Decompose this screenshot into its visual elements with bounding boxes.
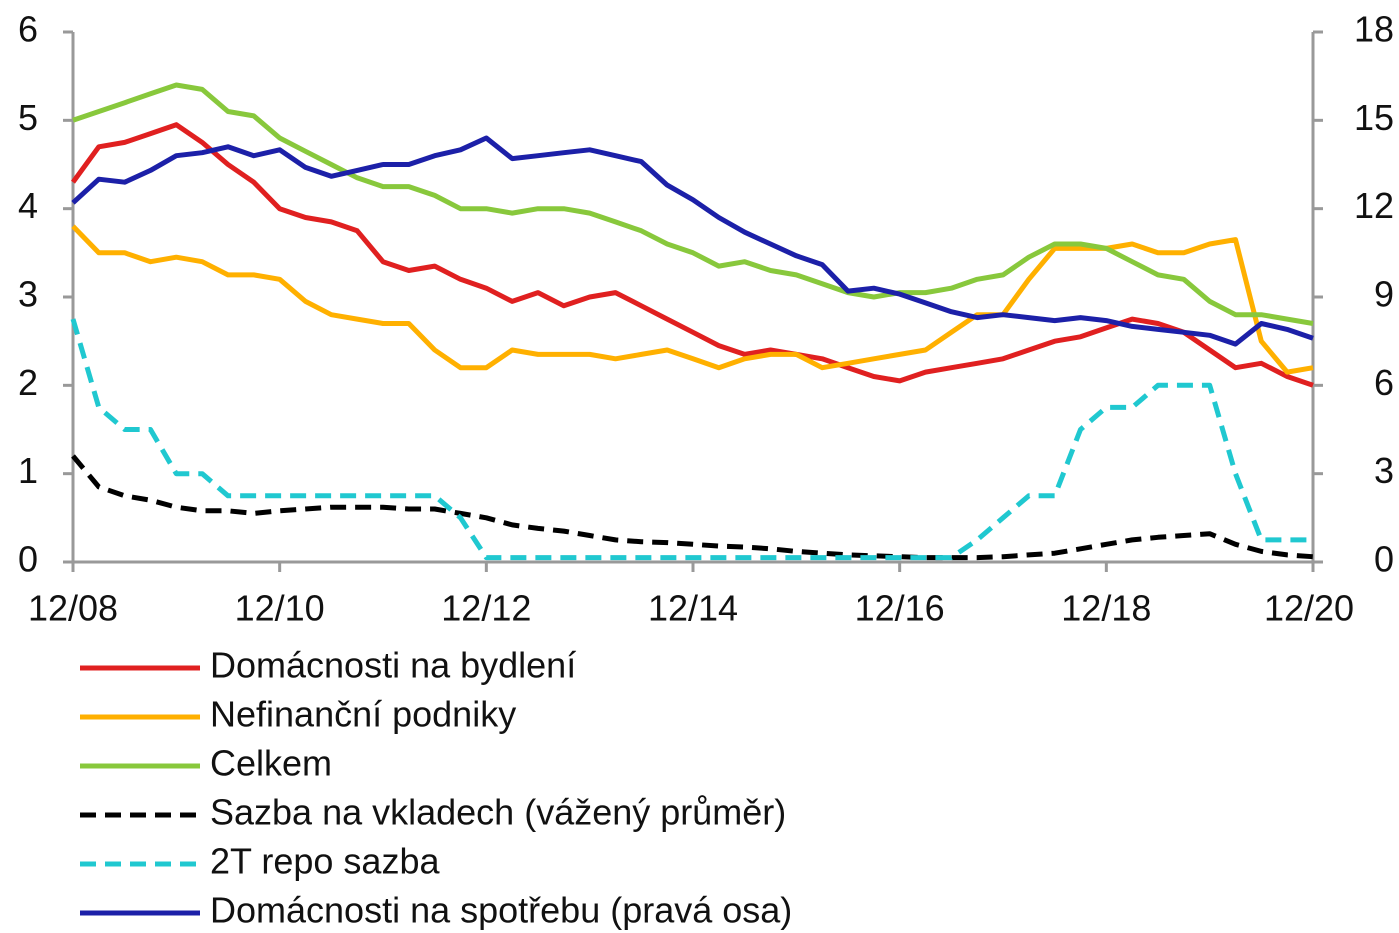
legend-label: 2T repo sazba	[210, 841, 440, 882]
y-tick-label: 6	[18, 9, 38, 50]
line-series	[71, 454, 1314, 561]
legend-label: Nefinanční podniky	[210, 694, 516, 735]
y2-tick-label: 9	[1374, 274, 1394, 315]
line-series	[72, 82, 1314, 326]
y2-tick-label: 15	[1354, 97, 1394, 138]
y-tick-label: 3	[18, 274, 38, 315]
x-tick-label: 12/10	[235, 588, 325, 629]
legend-label: Domácnosti na bydlení	[210, 645, 576, 686]
line-series	[71, 224, 1314, 375]
line-series	[70, 318, 1313, 561]
legend-label: Celkem	[210, 743, 332, 784]
y-tick-label: 4	[18, 185, 38, 226]
y-tick-label: 0	[18, 539, 38, 580]
y2-tick-label: 18	[1354, 9, 1394, 50]
x-tick-label: 12/12	[441, 588, 531, 629]
y2-tick-label: 12	[1354, 185, 1394, 226]
y-tick-label: 2	[18, 362, 38, 403]
x-tick-label: 12/14	[648, 588, 738, 629]
x-tick-label: 12/16	[855, 588, 945, 629]
y2-tick-label: 6	[1374, 362, 1394, 403]
y-tick-label: 5	[18, 97, 38, 138]
line-series	[71, 135, 1314, 347]
line-series	[70, 122, 1314, 388]
legend-label: Sazba na vkladech (vážený průměr)	[210, 792, 786, 833]
x-tick-label: 12/20	[1264, 588, 1354, 629]
x-tick-label: 12/08	[28, 588, 118, 629]
legend-label: Domácnosti na spotřebu (pravá osa)	[210, 890, 792, 931]
y2-tick-label: 0	[1374, 539, 1394, 580]
y2-tick-label: 3	[1374, 450, 1394, 491]
y-tick-label: 1	[18, 450, 38, 491]
x-tick-label: 12/18	[1061, 588, 1151, 629]
